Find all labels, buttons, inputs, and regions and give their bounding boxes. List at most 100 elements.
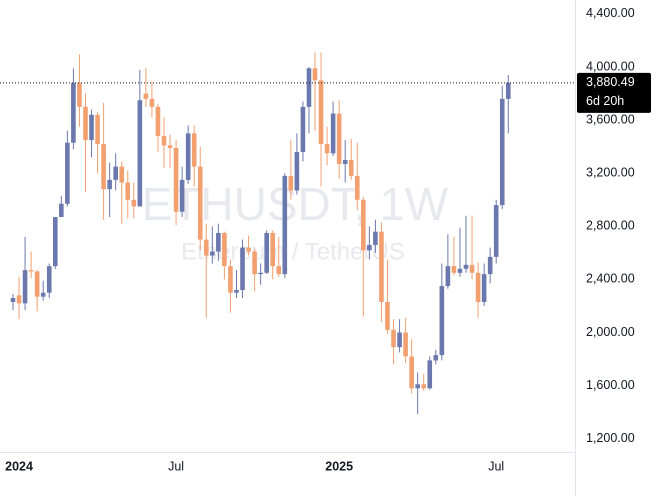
candle-body: [300, 106, 306, 152]
candle-body: [40, 292, 46, 297]
candle-body: [403, 332, 408, 357]
candle-body: [427, 360, 433, 389]
candle-body: [258, 272, 263, 275]
candle-body: [493, 205, 499, 257]
candle-body: [330, 113, 336, 154]
candle-body: [312, 68, 318, 81]
candle-body: [463, 264, 469, 269]
candle-body: [167, 145, 173, 149]
candle-body: [354, 175, 360, 200]
candle-body: [282, 175, 288, 275]
candle-body: [52, 217, 58, 267]
candle-body: [487, 256, 493, 275]
price-label-box: [577, 72, 651, 113]
candle-body: [77, 82, 82, 107]
y-tick-label: 4,400.00: [586, 6, 635, 20]
candle-body: [119, 166, 125, 183]
x-tick-label: Jul: [488, 459, 504, 473]
watermark-subtitle: Ethereum / TetherUS: [181, 238, 405, 265]
candle-body: [28, 270, 34, 272]
candle-body: [481, 274, 487, 302]
y-tick-label: 2,400.00: [586, 272, 635, 286]
candle-body: [16, 295, 22, 304]
candle-body: [71, 82, 76, 143]
candle-body: [439, 286, 445, 356]
candle-body: [191, 133, 197, 167]
candle-body: [379, 231, 384, 302]
candle-body: [22, 270, 28, 304]
candle-body: [155, 106, 161, 137]
candle-body: [294, 151, 300, 191]
candle-body: [469, 264, 475, 273]
candle-body: [89, 114, 94, 141]
candle-body: [234, 290, 239, 293]
candle-body: [342, 159, 348, 164]
candle-body: [101, 144, 106, 190]
x-tick-label: 2024: [5, 459, 33, 473]
candle-body: [137, 100, 143, 207]
candle-body: [264, 232, 269, 273]
candle-body: [276, 266, 282, 275]
candle-body: [252, 251, 257, 275]
y-tick-label: 1,200.00: [586, 431, 635, 445]
candle-body: [415, 384, 420, 389]
candle-body: [149, 98, 155, 107]
x-tick-label: Jul: [168, 459, 184, 473]
candle-body: [173, 148, 179, 212]
candle-body: [505, 82, 511, 99]
candle-body: [95, 114, 100, 145]
candle-body: [361, 199, 366, 251]
candle-body: [222, 232, 227, 267]
y-tick-label: 2,800.00: [586, 219, 635, 233]
candle-body: [216, 232, 221, 252]
candle-body: [246, 247, 251, 252]
candle-body: [318, 80, 324, 145]
y-tick-label: 4,000.00: [586, 59, 635, 73]
candle-body: [348, 159, 354, 176]
candle-body: [34, 271, 40, 297]
y-tick-label: 3,600.00: [586, 112, 635, 126]
candle-body: [391, 329, 396, 348]
candle-body: [433, 355, 439, 361]
candle-body: [421, 384, 427, 389]
candle-body: [240, 247, 245, 291]
y-tick-label: 1,600.00: [586, 378, 635, 392]
candle-body: [373, 231, 378, 245]
candle-body: [125, 182, 131, 200]
y-tick-label: 2,000.00: [586, 325, 635, 339]
candle-body: [367, 244, 372, 251]
candle-body: [210, 251, 215, 256]
candle-body: [336, 113, 342, 164]
candle-body: [270, 232, 276, 267]
candle-body: [499, 98, 505, 206]
candle-body: [451, 266, 457, 273]
y-tick-label: 3,200.00: [586, 166, 635, 180]
x-tick-label: 2025: [325, 459, 353, 473]
candle-body: [228, 266, 233, 293]
candle-body: [143, 93, 149, 99]
candle-body: [185, 133, 191, 180]
candle-body: [107, 179, 112, 190]
candle-body: [113, 166, 118, 180]
candle-body: [197, 166, 203, 240]
candle-body: [10, 298, 16, 302]
price-label: 3,880.49: [586, 75, 635, 89]
candle-body: [475, 272, 481, 302]
candle-body: [445, 266, 451, 287]
candle-body: [83, 106, 88, 141]
candle-body: [288, 175, 294, 191]
candle-body: [409, 356, 414, 389]
candle-body: [324, 144, 330, 154]
countdown: 6d 20h: [586, 94, 624, 108]
candle-body: [46, 266, 52, 293]
candle-body: [65, 142, 70, 204]
candle-body: [397, 332, 402, 348]
candle-body: [306, 68, 312, 107]
candle-body: [179, 179, 185, 212]
candle-body: [457, 268, 463, 273]
candle-body: [131, 199, 137, 207]
candle-body: [161, 136, 167, 146]
candle-body: [203, 239, 209, 256]
candle-body: [59, 203, 64, 218]
